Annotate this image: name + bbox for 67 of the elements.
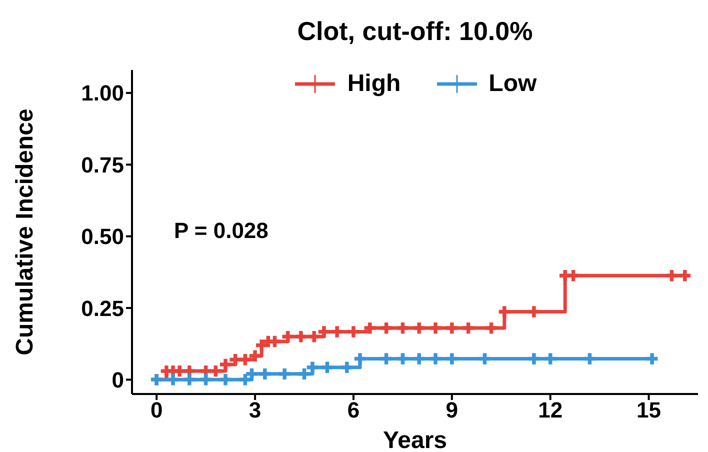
x-tick-label: 3 [248, 398, 262, 423]
point [322, 362, 333, 373]
point [278, 368, 290, 380]
point [430, 353, 442, 364]
point [528, 306, 540, 318]
point [584, 353, 596, 364]
chart-title: Clot, cut-off: 10.0% [296, 16, 534, 47]
x-tick-label: 0 [150, 398, 163, 423]
point [256, 340, 268, 351]
y-tick-label: 0.50 [81, 224, 124, 250]
y-tick-label: 0 [112, 367, 124, 392]
x-tick-label: 15 [636, 398, 662, 423]
point [220, 358, 232, 370]
point [308, 331, 320, 342]
point [220, 374, 232, 386]
point [397, 353, 408, 364]
point [240, 374, 251, 386]
x-tick-label: 9 [446, 398, 458, 423]
point [544, 353, 556, 364]
point [446, 322, 458, 334]
point [413, 353, 425, 364]
point [397, 322, 408, 334]
point [295, 331, 307, 342]
point [498, 306, 510, 318]
annotation: P = 0.028 [174, 218, 268, 244]
point [282, 331, 294, 342]
point [298, 368, 310, 380]
point [167, 374, 179, 386]
y-axis-title: Cumulative Incidence [12, 108, 39, 356]
point [364, 322, 376, 334]
x-tick-label: 6 [347, 398, 360, 423]
legend-label: Low [488, 70, 537, 98]
point [646, 353, 658, 364]
point [430, 322, 442, 334]
point [446, 353, 458, 364]
point [249, 350, 261, 362]
point [318, 326, 330, 338]
point [479, 353, 490, 364]
point [269, 336, 280, 348]
point [184, 374, 196, 386]
point [210, 365, 222, 377]
point [380, 322, 392, 334]
point [413, 322, 425, 334]
point [679, 270, 690, 282]
point [348, 326, 360, 338]
point [246, 368, 258, 380]
point [306, 362, 318, 373]
point [230, 354, 241, 366]
y-tick-label: 1.00 [81, 80, 124, 106]
point [380, 353, 392, 364]
point [462, 322, 474, 334]
y-tick-label: 0.75 [81, 152, 124, 178]
point [259, 368, 270, 380]
point [528, 353, 540, 364]
point [341, 362, 353, 373]
point [200, 374, 212, 386]
point [174, 365, 186, 377]
point [568, 270, 579, 282]
point [354, 353, 366, 364]
point [486, 322, 497, 334]
point [331, 326, 343, 338]
x-axis-title: Years [382, 427, 448, 452]
y-tick-label: 0.25 [81, 296, 124, 321]
legend-label: High [347, 70, 401, 98]
point [240, 354, 251, 366]
point [666, 270, 678, 282]
x-tick-label: 12 [538, 398, 563, 423]
